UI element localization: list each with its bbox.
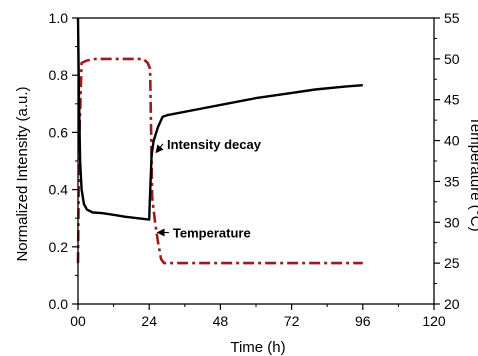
y-tick-label: 0.6	[49, 124, 69, 140]
y2-tick-label: 25	[444, 255, 460, 271]
intensity-decay-annotation-arrow	[155, 143, 164, 154]
x-tick-label: 24	[141, 313, 157, 329]
x-tick-label: 72	[284, 313, 300, 329]
x-axis-title: Time (h)	[230, 339, 285, 356]
y2-tick-label: 35	[444, 173, 460, 189]
axes: 00 24 48 72 96 120 0.0 0.2 0.4 0.6 0.8 1.0 20 25 30 35 4…	[49, 10, 460, 329]
y2-tick-label: 55	[444, 10, 460, 26]
plot-frame	[77, 17, 435, 305]
y2-axis-title: Temperature (°C)	[467, 116, 478, 231]
y2-tick-label: 30	[444, 214, 460, 230]
y-tick-label: 0.0	[49, 296, 69, 312]
y-axis-title: Normalized Intensity (a.u.)	[14, 86, 31, 261]
x-tick-label: 96	[355, 313, 371, 329]
y-tick-label: 0.4	[49, 182, 69, 198]
plot-area: Intensity decay Temperature	[76, 17, 363, 265]
y2-tick-label: 40	[444, 133, 460, 149]
x-tick-label: 120	[422, 313, 446, 329]
temperature-annotation-label: Temperature	[173, 226, 251, 241]
y-tick-label: 1.0	[49, 10, 69, 26]
temperature-series-line	[76, 57, 363, 265]
intensity-decay-annotation-label: Intensity decay	[167, 137, 262, 152]
x-tick-label: 48	[213, 313, 229, 329]
y2-tick-label: 50	[444, 51, 460, 67]
y2-tick-label: 20	[444, 296, 460, 312]
y-tick-label: 0.2	[49, 239, 69, 255]
x-tick-label: 00	[70, 313, 86, 329]
y2-tick-label: 45	[444, 92, 460, 108]
intensity-decay-series-line	[76, 17, 363, 221]
y-tick-label: 0.8	[49, 67, 69, 83]
